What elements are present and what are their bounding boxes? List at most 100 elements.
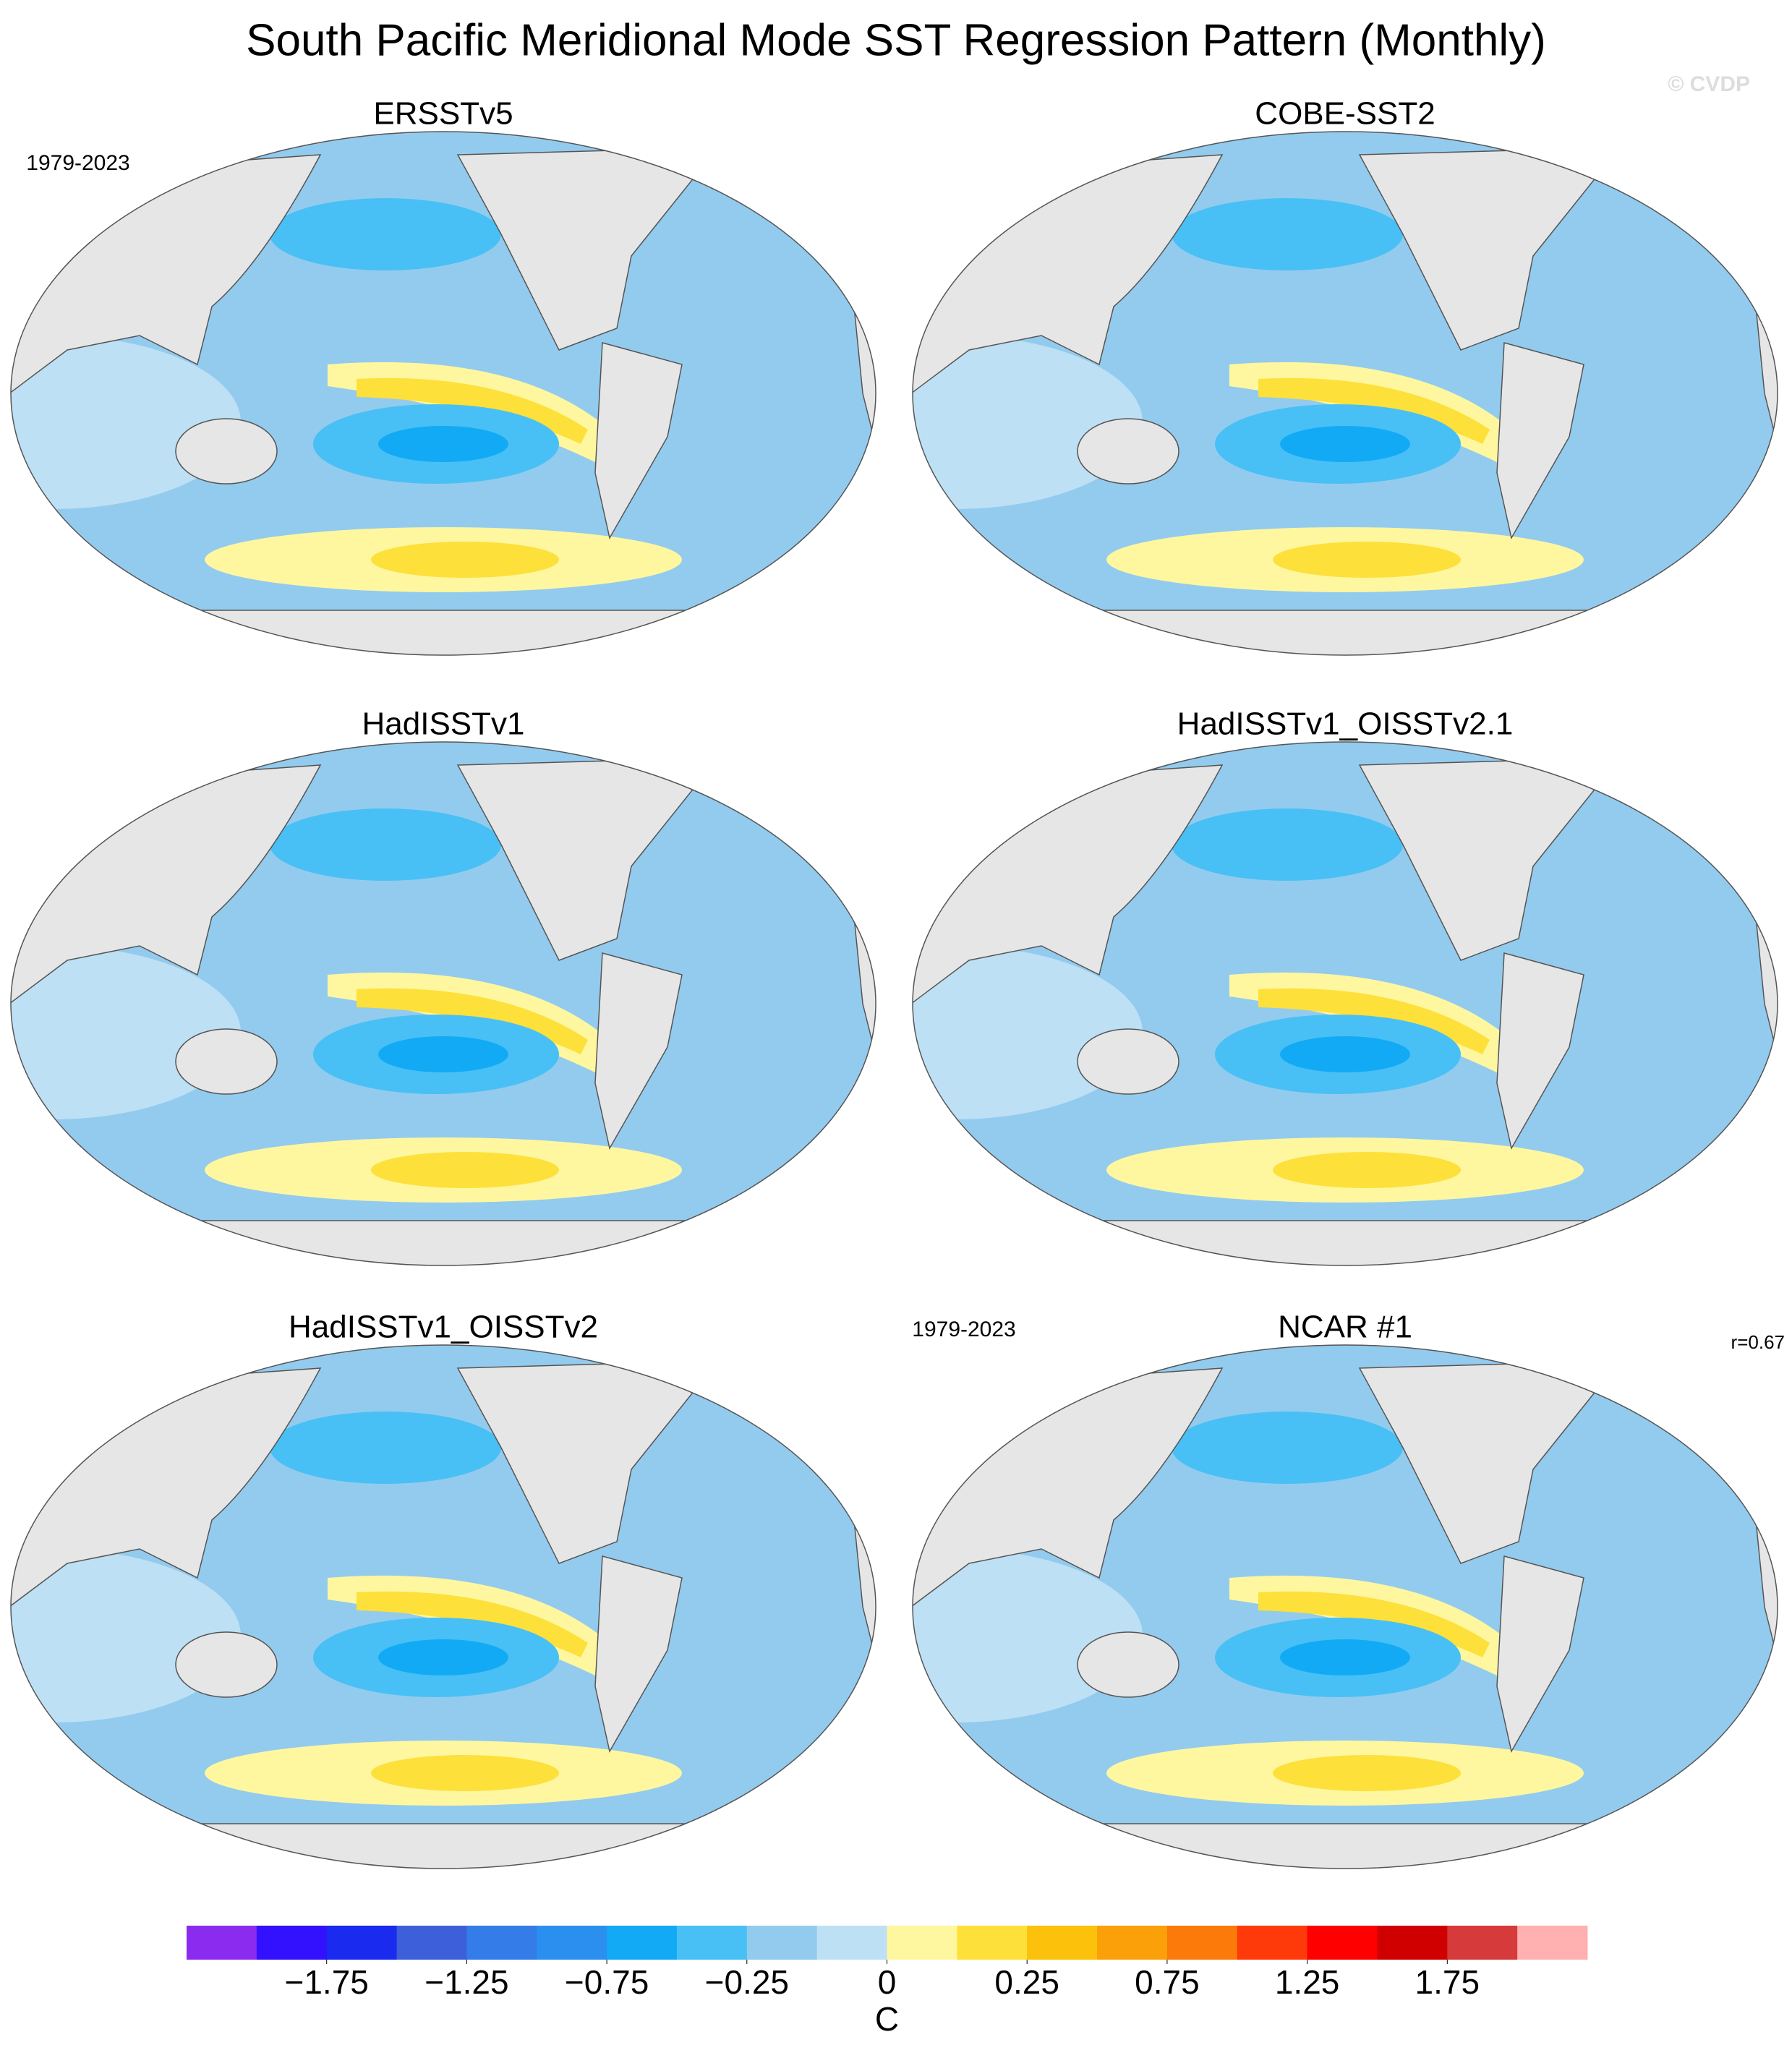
anomaly [1273,542,1461,578]
colorbar-box [816,1926,887,1960]
colorbar-box [746,1926,818,1960]
panel-title: NCAR #1 [1278,1310,1412,1345]
anomaly [1280,426,1410,462]
land [1496,1555,1584,1754]
anomaly [1258,988,1490,1054]
colorbar-box [466,1926,537,1960]
colorbar-box [537,1926,607,1960]
anomaly [1172,1412,1403,1484]
anomaly [1258,1591,1490,1657]
anomaly [378,1639,508,1675]
anomaly [11,946,241,1119]
anomaly [357,1591,588,1657]
land [913,1220,1778,1265]
panel-title: ERSSTv5 [373,96,513,132]
colorbar-tick-label: −0.25 [705,1963,789,2001]
land [175,1028,278,1095]
anomaly [1172,808,1403,881]
land [913,1823,1778,1869]
land [11,610,876,655]
map-border [10,741,876,1266]
land [1496,342,1584,540]
colorbar-box [1447,1926,1518,1960]
land [11,1220,876,1265]
anomaly [270,1412,501,1484]
anomaly [1280,1639,1410,1675]
colorbar-tick-label: −0.75 [565,1963,649,2001]
land [1077,418,1179,484]
colorbar-box [396,1926,467,1960]
period-label: 1979-2023 [912,1318,1015,1341]
anomaly [1258,377,1490,444]
anomaly [1280,1036,1410,1072]
correlation-label: r=0.67 [1731,1331,1785,1353]
map-border [912,1344,1778,1869]
period-label: 1979-2023 [26,151,129,175]
anomaly [1273,1755,1461,1791]
colorbar-box [957,1926,1028,1960]
map-panel [913,1345,1778,1869]
copyright: © CVDP [1668,72,1750,96]
land [594,1555,683,1754]
colorbar-box [256,1926,328,1960]
colorbar-box [187,1926,257,1960]
map-panel [913,742,1778,1265]
anomaly [11,336,241,509]
anomaly [913,336,1143,509]
colorbar-tick-label: 0.25 [994,1963,1059,2001]
land [11,1823,876,1869]
anomaly [1273,1152,1461,1188]
colorbar-box [1517,1926,1588,1960]
colorbar-box [1097,1926,1168,1960]
colorbar-box [887,1926,957,1960]
anomaly [913,1549,1143,1722]
land [175,418,278,484]
map-border [10,131,876,656]
colorbar-box [1237,1926,1308,1960]
land [594,952,683,1150]
colorbar-box [1377,1926,1448,1960]
anomaly [378,1036,508,1072]
figure-title: South Pacific Meridional Mode SST Regres… [246,15,1546,65]
anomaly [371,542,559,578]
map-border [10,1344,876,1869]
land [1077,1631,1179,1698]
anomaly [371,1152,559,1188]
anomaly [11,1549,241,1722]
map-border [912,131,1778,656]
anomaly [371,1755,559,1791]
anomaly [357,377,588,444]
land [913,610,1778,655]
map-panel [11,742,876,1265]
panel-title: HadISSTv1 [362,706,525,742]
colorbar-box [1027,1926,1098,1960]
anomaly [378,426,508,462]
colorbar-tick-label: −1.25 [424,1963,508,2001]
anomaly [270,198,501,270]
colorbar-box [1307,1926,1378,1960]
panel-title: COBE-SST2 [1255,96,1435,132]
colorbar-tick-label: −1.75 [284,1963,368,2001]
land [1496,952,1584,1150]
land [1077,1028,1179,1095]
panel-title: HadISSTv1_OISSTv2 [289,1310,598,1345]
colorbar-unit: C [875,2000,899,2038]
land [175,1631,278,1698]
anomaly [913,946,1143,1119]
panel-title: HadISSTv1_OISSTv2.1 [1177,706,1514,742]
colorbar-box [326,1926,398,1960]
colorbar-box [676,1926,748,1960]
map-border [912,741,1778,1266]
anomaly [357,988,588,1054]
colorbar-box [607,1926,678,1960]
anomaly [1172,198,1403,270]
colorbar-tick-label: 1.25 [1275,1963,1340,2001]
land [594,342,683,540]
map-panel [913,132,1778,655]
colorbar-tick-label: 1.75 [1415,1963,1480,2001]
colorbar-tick-label: 0.75 [1135,1963,1200,2001]
colorbar-tick-label: 0 [878,1963,897,2001]
colorbar-box [1166,1926,1238,1960]
anomaly [270,808,501,881]
